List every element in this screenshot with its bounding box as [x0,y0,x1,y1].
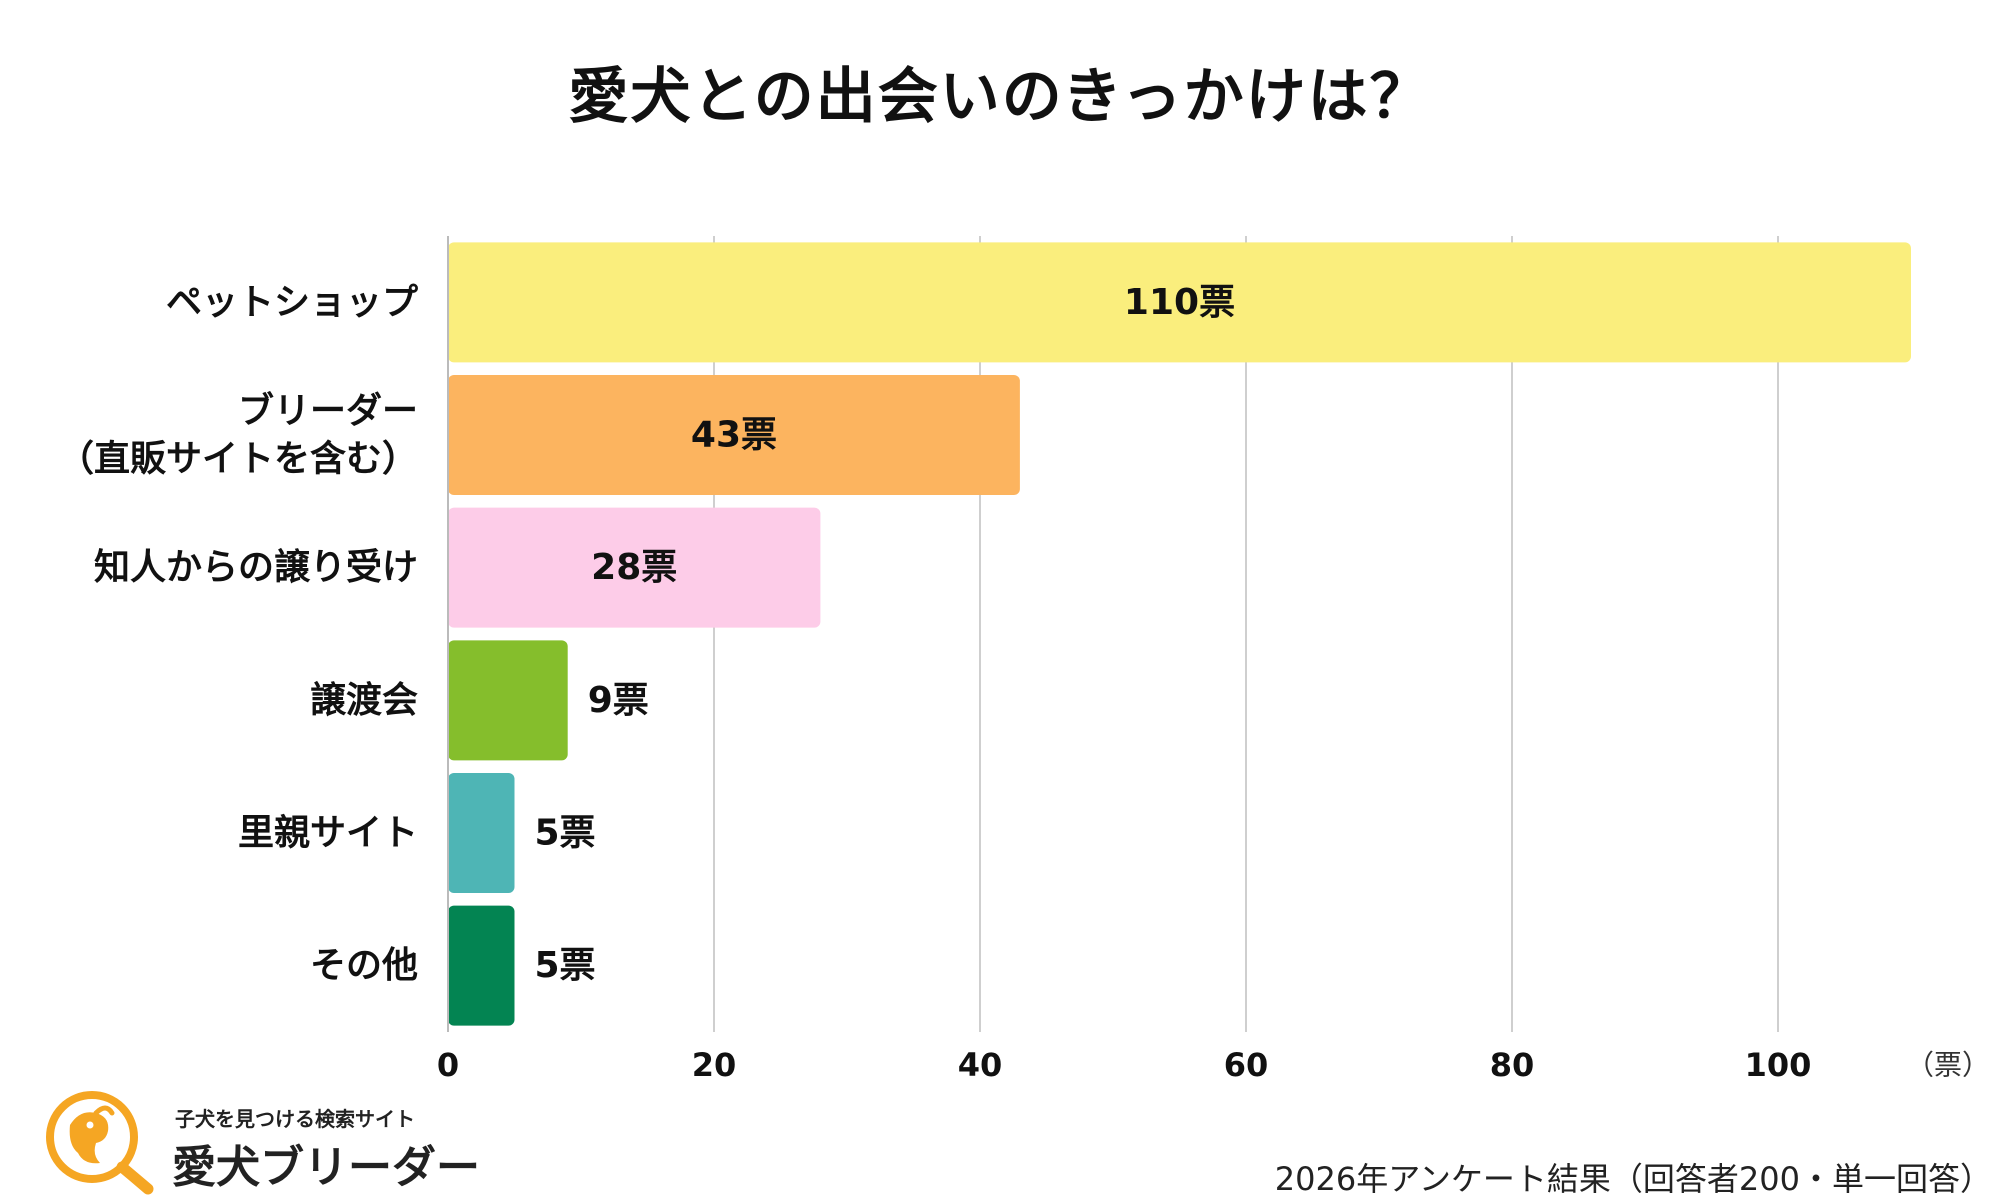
logo-tagline: 子犬を見つける検索サイト [175,1107,415,1131]
x-axis-unit: （票） [1906,1049,1990,1082]
bar [448,640,568,761]
category-label: ブリーダー [238,390,418,432]
data-label: 43票 [691,415,777,456]
data-label: 110票 [1124,282,1235,323]
category-label: 譲渡会 [310,680,418,721]
category-label: その他 [310,945,418,986]
bar [448,773,515,893]
bar [448,375,1020,495]
x-tick-label: 40 [958,1046,1003,1084]
data-label: 5票 [535,945,596,986]
bar-chart: 110票 ペットショップ 43票 ブリーダー （直販サイトを含む） 28票 知人からの譲り受… [58,236,1990,1084]
x-tick-label: 20 [692,1046,737,1084]
data-label: 28票 [591,547,677,588]
data-label: 9票 [588,680,649,721]
chart-title: 愛犬との出会いのきっかけは？ [568,62,1432,132]
logo-dog-magnifier-icon [46,1091,154,1195]
category-label: 知人からの譲り受け [94,547,418,588]
category-label: （直販サイトを含む） [58,439,418,480]
logo: 子犬を見つける検索サイト 愛犬ブリーダー [40,1085,480,1195]
x-tick-label: 100 [1745,1046,1812,1084]
bar [448,507,821,628]
bar [448,242,1911,363]
bar [448,905,515,1026]
x-tick-label: 80 [1490,1046,1535,1084]
category-label: 里親サイト [238,813,418,854]
data-label: 5票 [535,813,596,854]
category-label: ペットショップ [166,282,418,323]
survey-footnote: 2026年アンケート結果（回答者200・単一回答） [1274,1160,1992,1198]
logo-name: 愛犬ブリーダー [172,1142,480,1193]
x-tick-label: 0 [437,1046,459,1084]
x-tick-label: 60 [1224,1046,1269,1084]
